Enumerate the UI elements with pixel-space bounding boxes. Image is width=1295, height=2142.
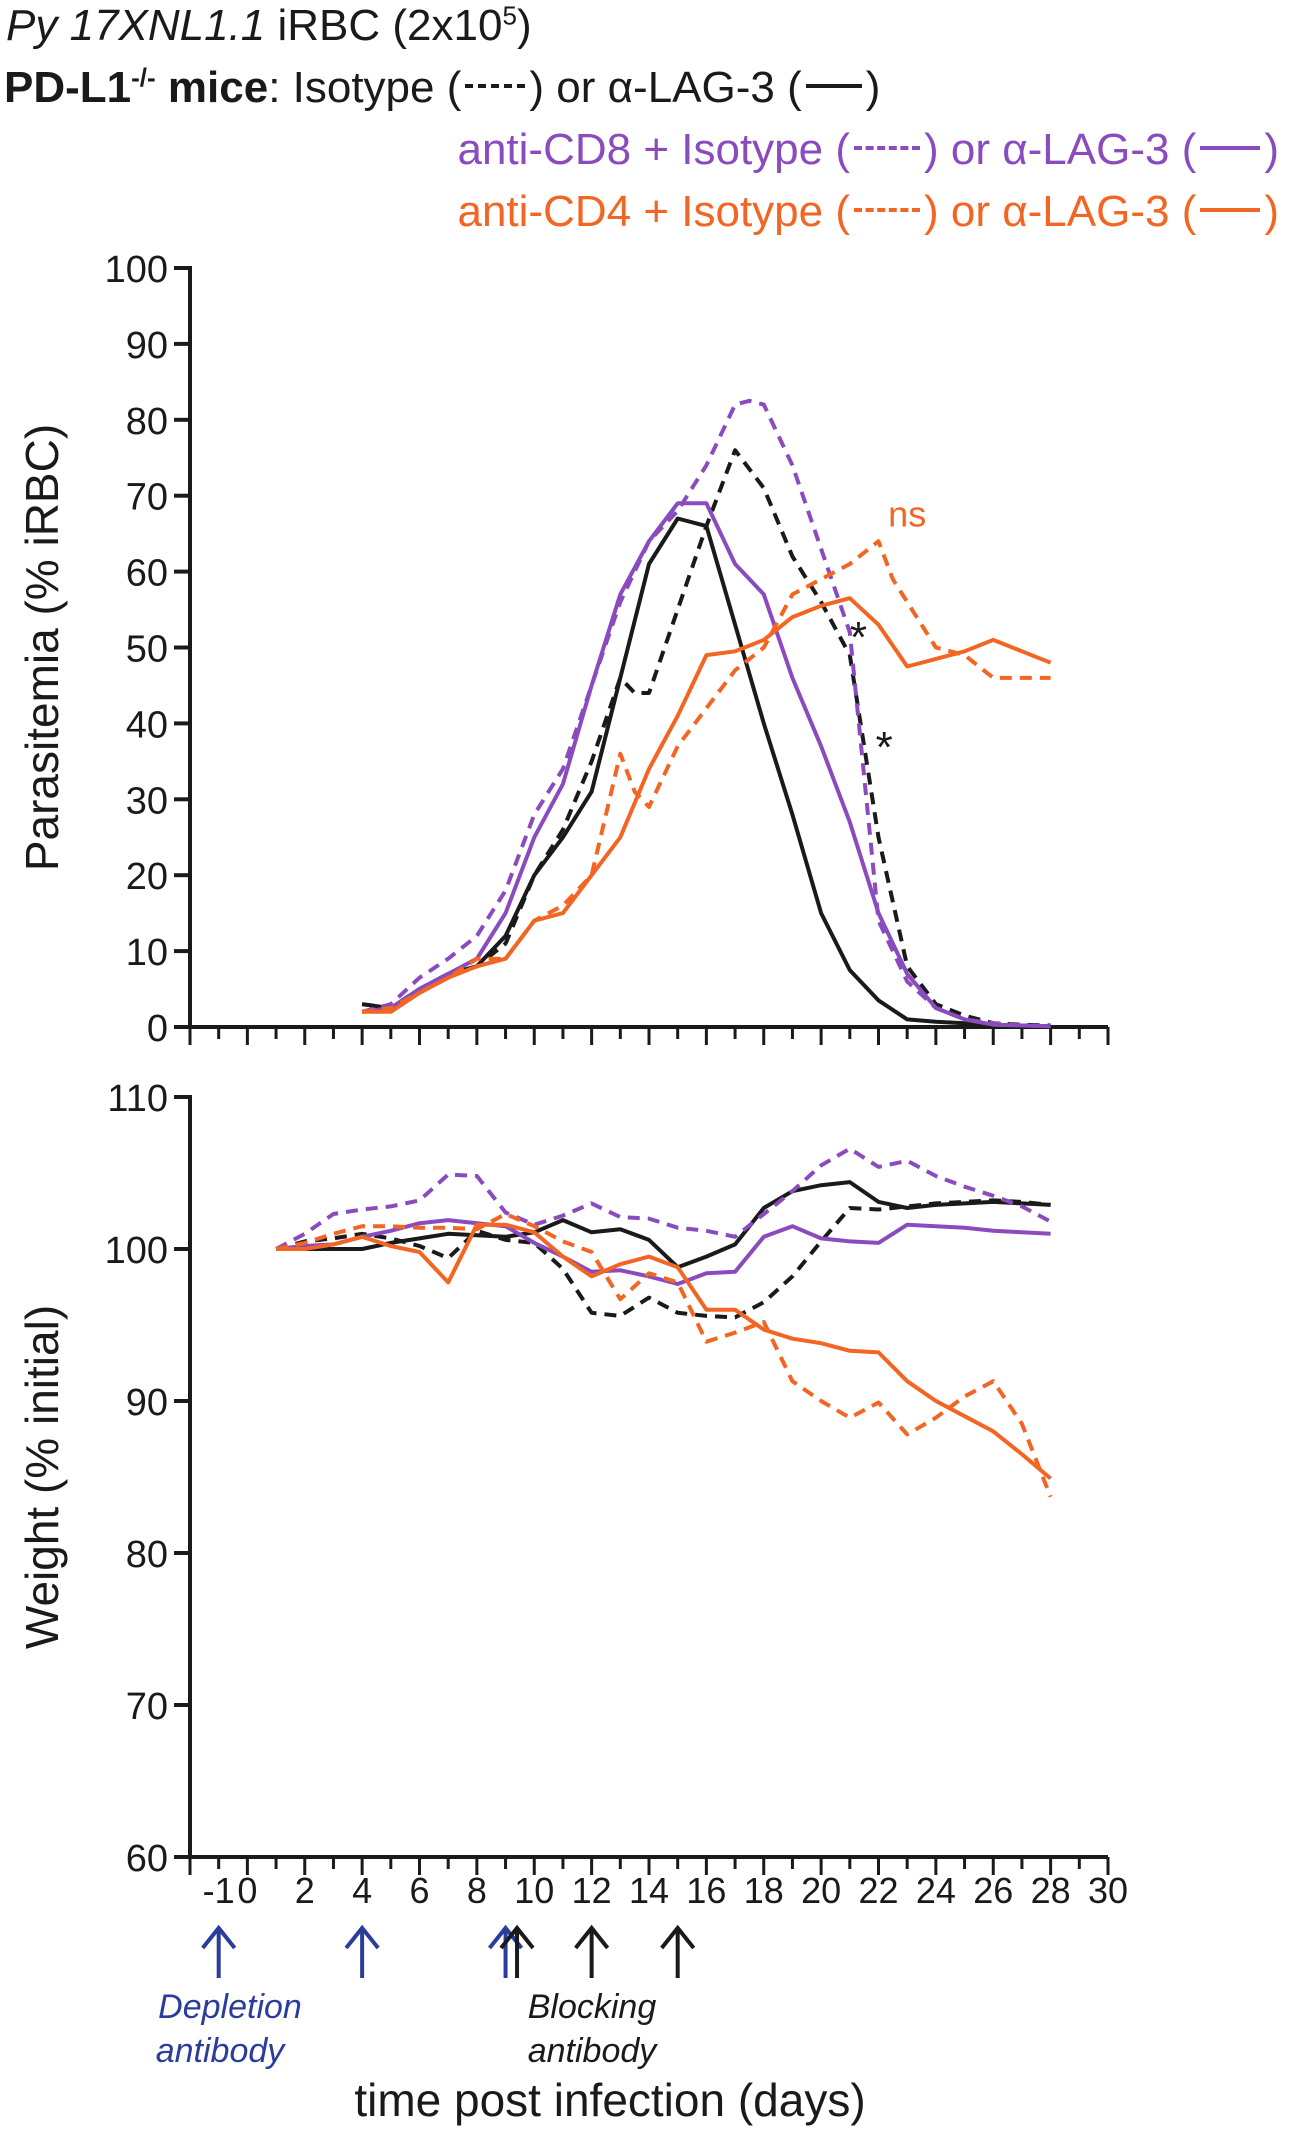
weight-x-tick-label: 8 (467, 1870, 487, 1911)
legend-purple-solid-sample (1200, 146, 1261, 151)
antibody-arrows (201, 1924, 696, 1978)
inoculum-text: iRBC (2x10 (265, 1, 503, 50)
mouse-strain-superscript: -/- (131, 62, 156, 93)
weight-series-black-dashed (275, 1198, 1051, 1320)
weight-x-tick-label: 20 (801, 1870, 841, 1911)
weight-x-tick-label: 16 (686, 1870, 726, 1911)
mouse-strain-label: PD-L1 (4, 63, 132, 112)
inoculum-exponent: 5 (502, 0, 517, 31)
legend-cd4-lag3-text: ) or α-LAG-3 ( (923, 187, 1197, 236)
legend-row-cd4: anti-CD4 + Isotype ( ) or α-LAG-3 () (457, 186, 1279, 238)
legend-row-cd8: anti-CD8 + Isotype ( ) or α-LAG-3 () (457, 124, 1279, 176)
weight-x-tick-label: 22 (858, 1870, 898, 1911)
legend-black-dashed-sample (465, 84, 526, 89)
legend-orange-solid-sample (1200, 208, 1261, 213)
parasitemia-series-orange-dashed (361, 539, 1051, 1014)
parasitemia-y-tick-label: 20 (126, 856, 168, 898)
parasitemia-annotation: ns (888, 494, 926, 535)
legend-isotype-text: : Isotype ( (268, 63, 462, 112)
strain-name: Py 17XNL1.1 (6, 1, 266, 50)
legend-cd8-close: ) (1264, 125, 1279, 174)
weight-x-tick-label: 12 (572, 1870, 612, 1911)
parasitemia-y-axis-label: Parasitemia (% iRBC) (16, 424, 68, 871)
parasitemia-series-purple-solid (361, 501, 1051, 1029)
weight-series-orange-dashed (275, 1212, 1053, 1498)
weight-x-tick-label: 6 (409, 1870, 429, 1911)
weight-x-tick-label: -1 (203, 1870, 235, 1911)
parasitemia-y-tick-label: 0 (147, 1008, 168, 1050)
parasitemia-y-tick-label: 60 (126, 553, 168, 595)
depletion-arrow-head (344, 1924, 380, 1950)
blocking-label-line2: antibody (528, 2032, 659, 2070)
parasitemia-y-tick-label: 10 (126, 932, 168, 974)
parasitemia-y-tick-label: 40 (126, 704, 168, 746)
parasitemia-y-tick-label: 50 (126, 629, 168, 671)
weight-y-axis-label: Weight (% initial) (16, 1305, 68, 1649)
weight-series-purple-solid (275, 1218, 1051, 1286)
depletion-label-line1: Depletion (158, 1988, 302, 2026)
parasitemia-series-orange-solid (362, 596, 1052, 1014)
weight-y-tick-label: 90 (126, 1382, 168, 1424)
legend-cd4-isotype-text: anti-CD4 + Isotype ( (457, 187, 850, 236)
weight-x-tick-label: 0 (237, 1870, 257, 1911)
parasitemia-y-tick-label: 30 (126, 780, 168, 822)
parasitemia-chart: 0 10 20 30 40 50 60 70 80 90 100 Parasitemia (% iRB… (16, 249, 1110, 1050)
weight-y-tick-label: 100 (105, 1230, 168, 1272)
legend-purple-dashed-sample (853, 146, 920, 151)
legend-cd8-lag3-text: ) or α-LAG-3 ( (923, 125, 1197, 174)
parasitemia-annotation: * (876, 723, 893, 772)
mice-label: mice (155, 63, 269, 112)
weight-y-tick-label: 70 (126, 1686, 168, 1728)
weight-y-tick-label: 80 (126, 1534, 168, 1576)
weight-x-tick-label: 14 (629, 1870, 669, 1911)
weight-x-tick-label: 10 (514, 1870, 554, 1911)
legend-cd8-isotype-text: anti-CD8 + Isotype ( (457, 125, 850, 174)
weight-x-tick-label: 4 (352, 1870, 372, 1911)
parasitemia-y-tick-label: 90 (126, 325, 168, 367)
blocking-arrow-head (499, 1924, 535, 1950)
x-axis-label: time post infection (days) (354, 2074, 865, 2126)
parasitemia-series-black-solid (361, 516, 1051, 1029)
weight-x-tick-label: 28 (1031, 1870, 1071, 1911)
parasitemia-series-black-dashed (361, 448, 1051, 1028)
weight-y-tick-label: 110 (107, 1078, 168, 1120)
blocking-arrow-head (574, 1924, 610, 1950)
inoculum-close: ) (516, 1, 532, 50)
weight-y-tick-label: 60 (126, 1838, 168, 1880)
figure-header-line1: Py 17XNL1.1 iRBC (2x105) (6, 0, 532, 52)
legend-black-solid-sample (805, 84, 862, 89)
weight-series-orange-solid (276, 1222, 1052, 1481)
legend-cd4-close: ) (1264, 187, 1279, 236)
parasitemia-annotation: * (850, 613, 867, 662)
weight-x-tick-label: 26 (973, 1870, 1013, 1911)
parasitemia-y-tick-label: 100 (105, 249, 168, 291)
weight-x-tick-label: 30 (1088, 1870, 1128, 1911)
parasitemia-y-tick-label: 70 (126, 477, 168, 519)
weight-x-tick-label: 2 (295, 1870, 315, 1911)
parasitemia-series-purple-dashed (361, 398, 1051, 1029)
parasitemia-y-tick-label: 80 (126, 401, 168, 443)
depletion-arrow-head (201, 1924, 237, 1950)
legend-lag3-text: ) or α-LAG-3 ( (529, 63, 802, 112)
weight-x-tick-label: 24 (916, 1870, 956, 1911)
blocking-arrow-head (660, 1924, 696, 1950)
weight-x-tick-label: 18 (744, 1870, 784, 1911)
weight-series-purple-dashed (275, 1146, 1052, 1251)
legend-close: ) (865, 63, 881, 112)
depletion-label-line2: antibody (156, 2032, 287, 2070)
legend-row-pdl1: PD-L1-/- mice: Isotype ( ) or α-LAG-3 () (4, 62, 880, 114)
legend-orange-dashed-sample (853, 208, 920, 213)
blocking-label-line1: Blocking (528, 1988, 657, 2026)
weight-series-black-solid (276, 1180, 1051, 1270)
